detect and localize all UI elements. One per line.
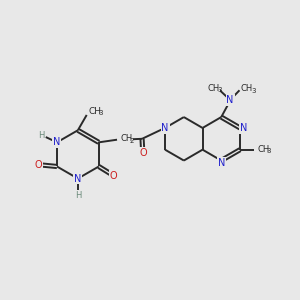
Text: CH: CH	[241, 84, 253, 93]
Text: N: N	[53, 137, 61, 147]
Text: 3: 3	[218, 87, 222, 93]
Text: CH: CH	[121, 134, 133, 143]
Text: N: N	[161, 123, 169, 133]
Text: O: O	[110, 171, 117, 181]
Text: N: N	[74, 174, 82, 184]
Text: N: N	[240, 123, 247, 133]
Text: CH: CH	[89, 107, 102, 116]
Text: CH: CH	[257, 145, 269, 154]
Text: CH: CH	[208, 84, 220, 93]
Text: 3: 3	[251, 88, 256, 94]
Text: O: O	[35, 160, 43, 170]
Text: 2: 2	[130, 138, 134, 144]
Text: 3: 3	[267, 148, 271, 154]
Text: N: N	[218, 158, 225, 168]
Text: H: H	[38, 131, 45, 140]
Text: H: H	[75, 191, 81, 200]
Text: 3: 3	[98, 110, 103, 116]
Text: O: O	[139, 148, 147, 158]
Text: N: N	[226, 95, 234, 105]
